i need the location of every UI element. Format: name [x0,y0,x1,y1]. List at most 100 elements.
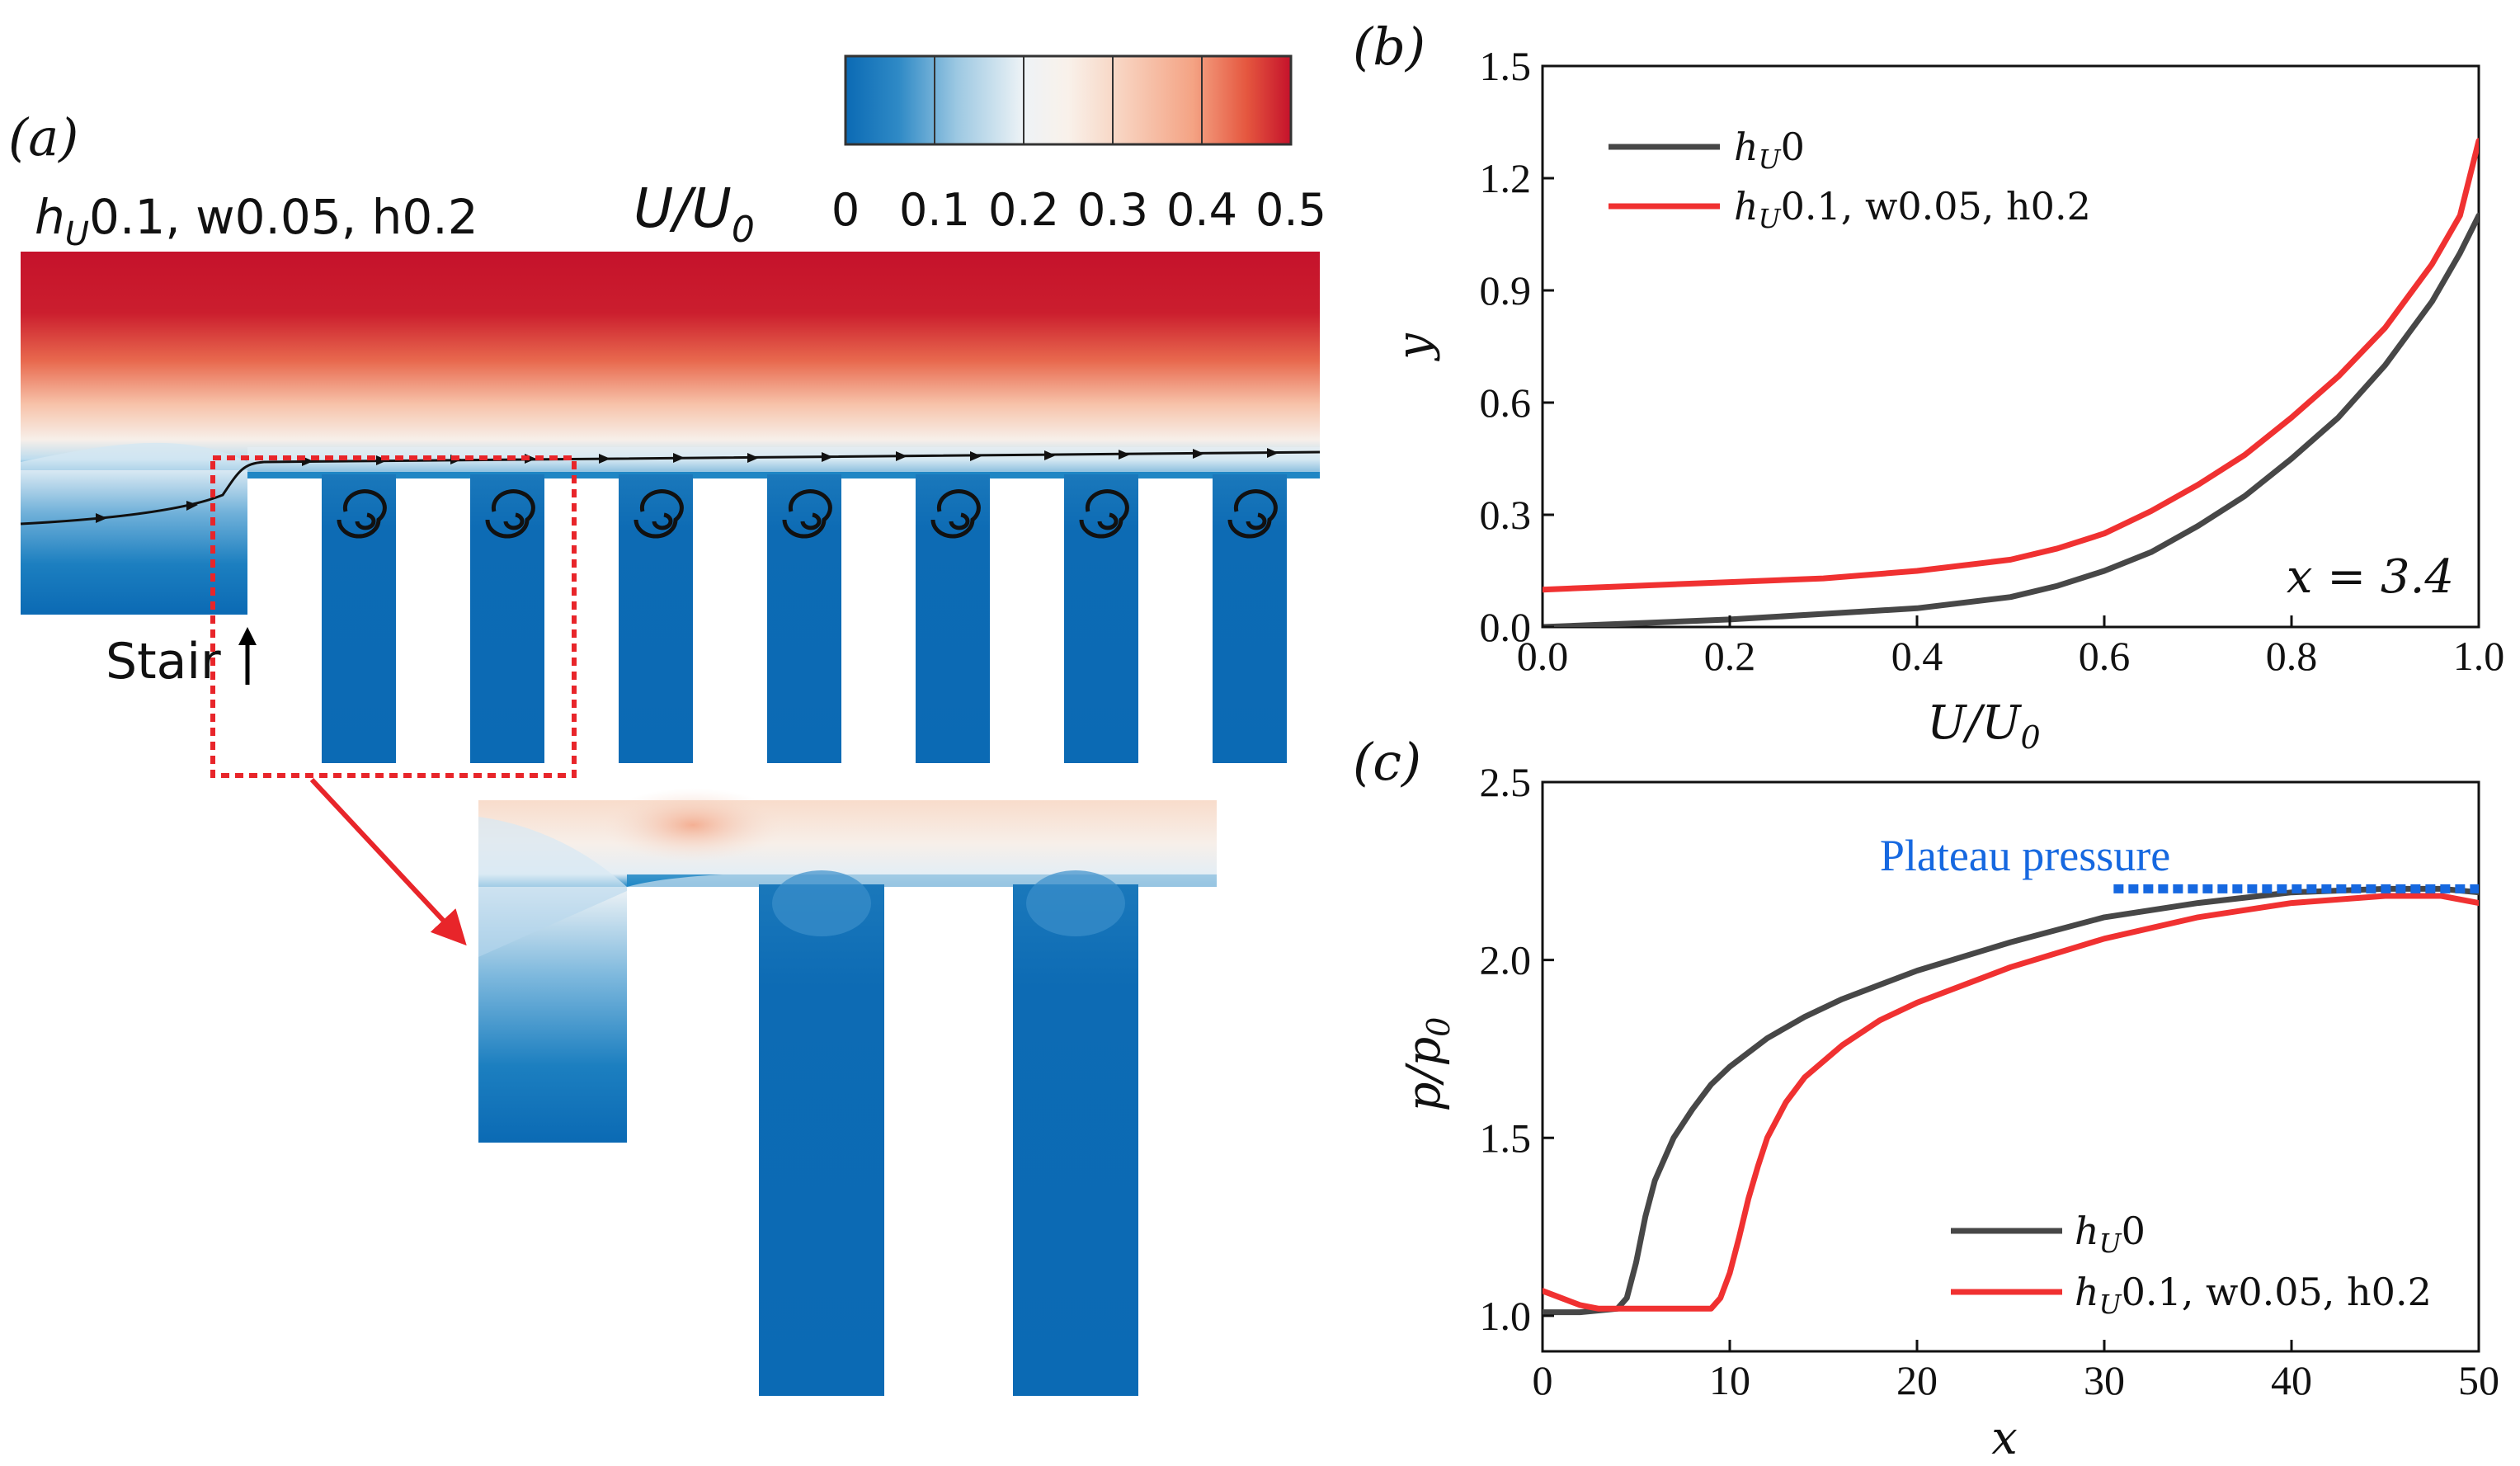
b-xtick-label: 0.6 [2079,633,2131,679]
panel-a-label: (a) [8,107,78,167]
stair-label: Stair [106,633,221,691]
b-ytick-label: 0.0 [1480,604,1532,650]
colorbar-label-sub: 0 [732,209,755,251]
colorbar-label: U/U0 [634,177,755,251]
b-legend-label-1: hU0.1, w0.05, h0.2 [1734,184,2091,234]
b-xtick-label: 1.0 [2453,633,2505,679]
c-ylabel-main: p/p [1397,1037,1451,1112]
zoom-cavity [759,884,884,1396]
zoom-cavity [1013,884,1138,1396]
cavity [619,474,693,763]
zoom-box [210,455,577,778]
stair-arrow-icon [238,627,257,685]
colorbar-tick: 0 [831,184,860,236]
vortex-icon [1227,489,1278,539]
c-xlabel: x [1991,1412,2018,1465]
c-xtick-label: 30 [2084,1357,2125,1403]
c-xtick-label: 20 [1896,1357,1938,1403]
zoom-hot-spot [602,788,784,862]
streamline-arrow-icon [970,451,982,461]
b-legend-label-0: hU0 [1734,125,1805,175]
c-legend-label-1: hU0.1, w0.05, h0.2 [2075,1270,2432,1320]
b-series-line-1 [1543,138,2479,593]
b-xtick-label: 0.8 [2266,633,2318,679]
streamline-arrow-icon [186,501,198,511]
case-label-h: h [35,189,65,245]
c-series-line-0 [1543,885,2479,1316]
streamline-arrow-icon [896,451,907,461]
colorbar: U/U0 0 0.1 0.2 0.3 0.4 0.5 [634,54,1326,251]
panel-b: (b) 0.0 0.2 0.4 0.6 0.8 1.0 0.0 0.3 0.6 0.9 1.2 1.5… [1353,16,2504,756]
streamline-arrow-icon [1119,450,1130,460]
panel-c-label: (c) [1353,732,1421,792]
b-ylabel: y [1387,332,1441,362]
c-xtick-label: 50 [2458,1357,2499,1403]
b-ytick-label: 0.9 [1480,267,1532,313]
streamline-arrow-icon [747,453,759,463]
streamline-arrow-icon [1044,450,1056,460]
cavity [322,474,396,763]
b-ytick-label: 0.6 [1480,379,1532,426]
c-legend-label-0: hU0 [2075,1209,2146,1259]
cavity [916,474,990,763]
streamline-arrow-icon [673,453,685,463]
zoom-arrow-icon [309,777,467,946]
colorbar-tick: 0.1 [899,184,970,236]
c-annotation: Plateau pressure [1880,831,2170,880]
vortex-icon [782,489,832,539]
colorbar-tick: 0.4 [1166,184,1237,236]
vortex-icon [1079,489,1129,539]
colorbar-tick: 0.2 [988,184,1059,236]
streamline-arrow-icon [96,513,107,523]
panel-a: (a) hU0.1, w0.05, h0.2 U/U0 0 0.1 0.2 0.… [8,54,1326,1396]
b-xlabel: U/U0 [1927,696,2040,756]
axes-c-frame [1541,780,2480,1353]
c-ytick-label: 2.0 [1480,937,1532,983]
axes-b-frame [1541,64,2480,629]
panel-b-label: (b) [1353,16,1425,77]
b-xlabel-sub: 0 [2021,719,2041,756]
vortex-icon [930,489,981,539]
colorbar-label-main: U/U [634,177,732,240]
c-ytick-label: 2.5 [1480,759,1532,805]
case-label-rest: 0.1, w0.05, h0.2 [89,189,478,245]
case-label-sub: U [65,215,89,253]
streamline-arrow-icon [1267,448,1279,458]
colorbar-tick: 0.5 [1255,184,1326,236]
c-ytick-label: 1.0 [1480,1293,1532,1339]
case-label: hU0.1, w0.05, h0.2 [35,189,478,253]
cavity [767,474,841,763]
cavity [1064,474,1138,763]
b-annotation: x = 3.4 [2287,550,2454,604]
inlet-shear-layer [21,442,247,470]
cavity [470,474,544,763]
b-series-line-0 [1543,212,2479,627]
vortex-icon [485,489,535,539]
main-channel-field [21,252,1320,470]
c-xtick-label: 10 [1709,1357,1750,1403]
c-ylabel-sub: 0 [1420,1017,1457,1037]
b-xtick-label: 0.0 [1517,633,1569,679]
b-xlabel-main: U/U [1927,696,2022,750]
c-ytick-label: 1.5 [1480,1115,1532,1161]
colorbar-gradient [844,54,1293,146]
colorbar-tick: 0.3 [1077,184,1148,236]
streamline-arrow-icon [599,454,610,464]
b-ytick-label: 1.5 [1480,43,1532,89]
zoom-inset [478,788,1217,1396]
panel-c: (c) 0 10 20 30 40 501.01.52.02.5 p/p0 x Plate… [1353,732,2499,1465]
streamline-arrow-icon [822,452,833,462]
b-ytick-label: 1.2 [1480,155,1532,201]
c-series-line-1 [1543,893,2479,1312]
streamline [20,450,1321,526]
c-xtick-label: 40 [2271,1357,2312,1403]
b-legend: hU0 hU0.1, w0.05, h0.2 [1609,125,2091,234]
vortex-icon [634,489,684,539]
c-ylabel: p/p0 [1397,1017,1457,1112]
c-xtick-label: 0 [1533,1357,1553,1403]
b-ytick-label: 0.3 [1480,492,1532,538]
c-legend: hU0 hU0.1, w0.05, h0.2 [1951,1209,2432,1320]
cavity [1213,474,1287,763]
b-xtick-label: 0.2 [1704,633,1756,679]
